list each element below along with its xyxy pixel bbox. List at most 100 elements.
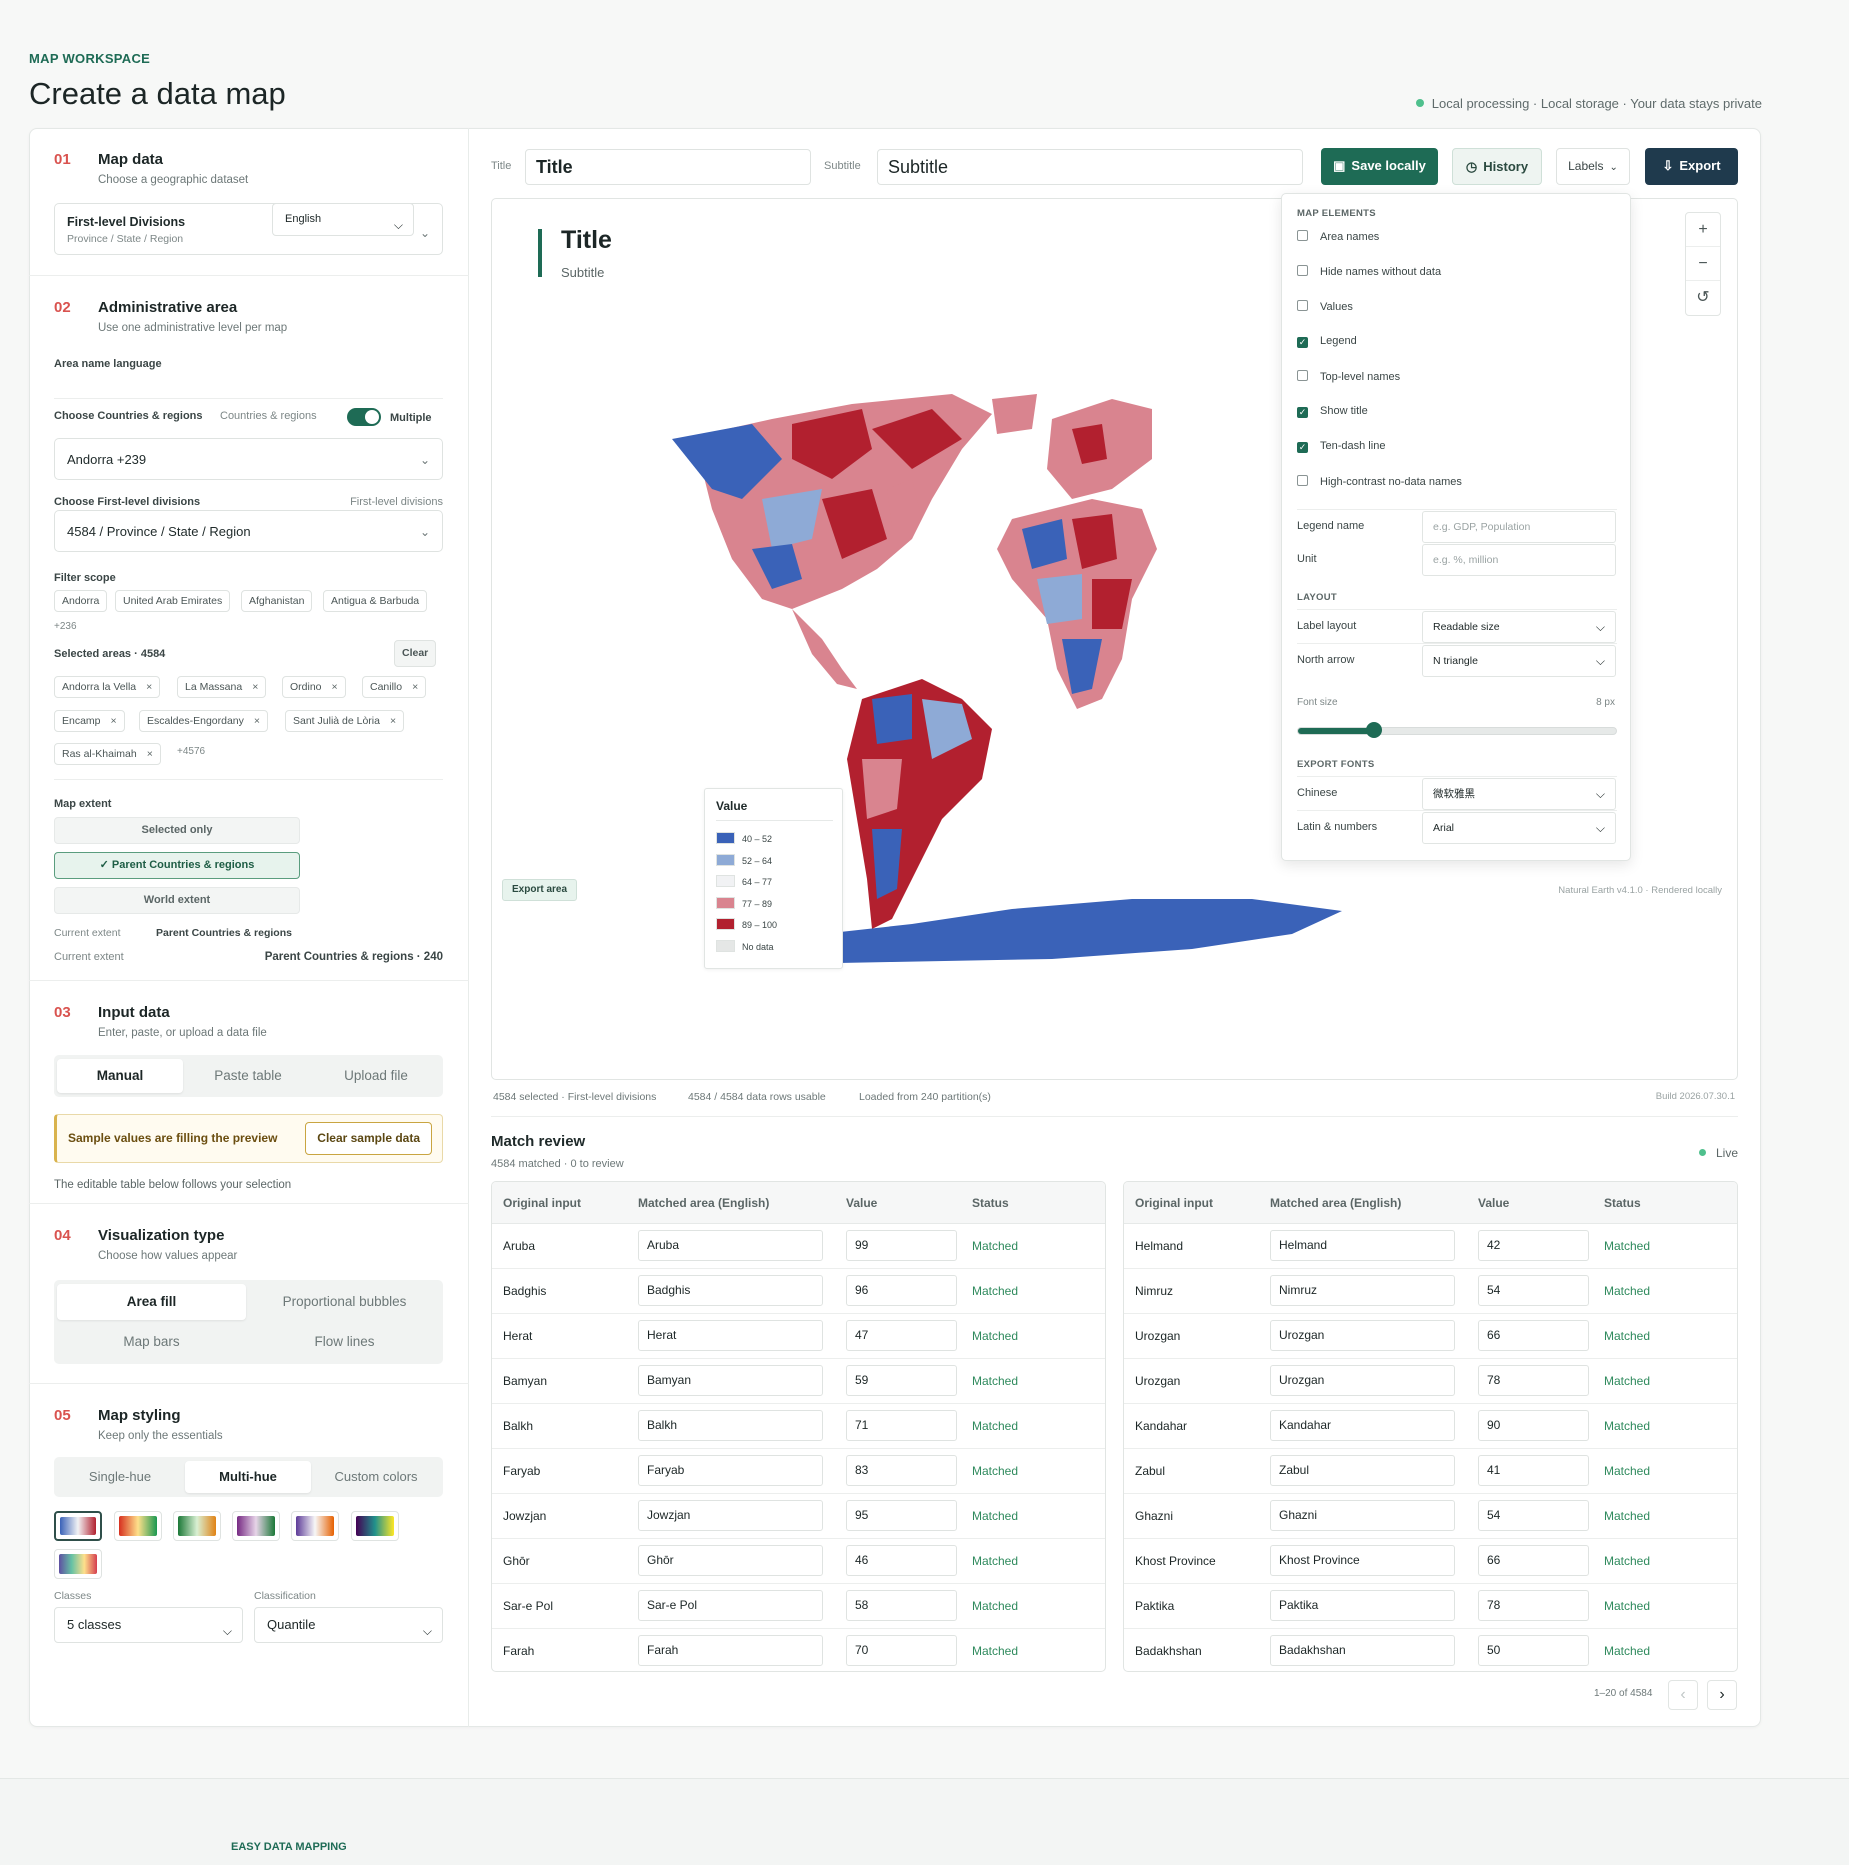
matched-area-input[interactable]: Helmand (1270, 1230, 1455, 1261)
extent-parent[interactable]: ✓ Parent Countries & regions (54, 852, 300, 879)
value-input[interactable]: 78 (1478, 1365, 1589, 1396)
matched-area-input[interactable]: Ghazni (1270, 1500, 1455, 1531)
viz-area-fill[interactable]: Area fill (57, 1284, 246, 1320)
value-input[interactable]: 50 (1478, 1635, 1589, 1666)
checkbox-checked-icon[interactable]: ✓ (1297, 337, 1308, 348)
matched-area-input[interactable]: Paktika (1270, 1590, 1455, 1621)
tab-paste-table[interactable]: Paste table (214, 1068, 282, 1083)
checkbox-empty-icon[interactable] (1297, 300, 1308, 311)
value-input[interactable]: 70 (846, 1635, 957, 1666)
checkbox-checked-icon[interactable]: ✓ (1297, 442, 1308, 453)
checkbox-checked-icon[interactable]: ✓ (1297, 407, 1308, 418)
viz-flow-lines[interactable]: Flow lines (314, 1334, 375, 1349)
value-input[interactable]: 71 (846, 1410, 957, 1441)
matched-area-input[interactable]: Jowzjan (638, 1500, 823, 1531)
tab-single-hue[interactable]: Single-hue (88, 1469, 152, 1484)
save-locally-button[interactable]: ▣ Save locally (1321, 148, 1438, 185)
tab-upload-file[interactable]: Upload file (344, 1068, 408, 1083)
value-input[interactable]: 54 (1478, 1275, 1589, 1306)
labels-button[interactable]: Labels ⌄ (1556, 148, 1630, 185)
matched-area-input[interactable]: Urozgan (1270, 1365, 1455, 1396)
selected-chip[interactable]: Encamp × (54, 710, 125, 732)
classes-select[interactable]: 5 classes ⌵ (54, 1607, 243, 1643)
next-page-button[interactable]: › (1707, 1680, 1737, 1710)
value-input[interactable]: 90 (1478, 1410, 1589, 1441)
matched-area-input[interactable]: Badakhshan (1270, 1635, 1455, 1666)
extent-world[interactable]: World extent (54, 887, 300, 914)
value-input[interactable]: 78 (1478, 1590, 1589, 1621)
checkbox-empty-icon[interactable] (1297, 475, 1308, 486)
matched-area-input[interactable]: Faryab (638, 1455, 823, 1486)
clear-selected-button[interactable]: Clear (394, 640, 437, 667)
language-select[interactable]: English ⌵ (272, 203, 414, 236)
palette-swatch[interactable] (351, 1511, 399, 1541)
filter-chip[interactable]: Andorra (54, 590, 108, 612)
matched-area-input[interactable]: Zabul (1270, 1455, 1455, 1486)
matched-area-input[interactable]: Farah (638, 1635, 823, 1666)
classification-select[interactable]: Quantile ⌵ (254, 1607, 443, 1643)
value-input[interactable]: 46 (846, 1545, 957, 1576)
checkbox-show-title[interactable]: ✓ Show title (1297, 405, 1368, 418)
matched-area-input[interactable]: Badghis (638, 1275, 823, 1306)
value-input[interactable]: 95 (846, 1500, 957, 1531)
palette-swatch[interactable] (291, 1511, 339, 1541)
history-button[interactable]: ◷ History (1452, 148, 1542, 185)
checkbox-hide-names-without-data[interactable]: Hide names without data (1297, 265, 1441, 278)
filter-chip[interactable]: United Arab Emirates (115, 590, 231, 612)
label-layout-select[interactable]: Readable size ⌵ (1422, 611, 1616, 643)
clear-sample-button[interactable]: Clear sample data (305, 1122, 432, 1155)
value-input[interactable]: 42 (1478, 1230, 1589, 1261)
checkbox-empty-icon[interactable] (1297, 370, 1308, 381)
countries-select[interactable]: Andorra +239 ⌄ (54, 438, 443, 480)
north-arrow-select[interactable]: N triangle ⌵ (1422, 645, 1616, 677)
prev-page-button[interactable]: ‹ (1668, 1680, 1698, 1710)
tab-custom-colors[interactable]: Custom colors (334, 1469, 418, 1484)
selected-chip[interactable]: Ordino × (282, 676, 346, 698)
close-icon[interactable]: × (331, 681, 338, 693)
checkbox-values[interactable]: Values (1297, 300, 1353, 313)
extent-selected-only[interactable]: Selected only (54, 817, 300, 844)
palette-swatch[interactable] (232, 1511, 280, 1541)
selected-chip[interactable]: Andorra la Vella × (54, 676, 161, 698)
close-icon[interactable]: × (253, 715, 261, 727)
slider-handle[interactable] (1366, 722, 1383, 738)
checkbox-high-contrast-no-data-names[interactable]: High-contrast no-data names (1297, 475, 1462, 488)
checkbox-legend[interactable]: ✓ Legend (1297, 335, 1357, 348)
zoom-in-button[interactable]: + (1686, 213, 1720, 247)
multiple-toggle[interactable] (347, 408, 381, 426)
checkbox-top-level-names[interactable]: Top-level names (1297, 370, 1400, 383)
viz-map-bars[interactable]: Map bars (123, 1334, 180, 1349)
chinese-font-select[interactable]: 微软雅黑 ⌵ (1422, 778, 1616, 810)
checkbox-empty-icon[interactable] (1297, 265, 1308, 276)
tab-multi-hue[interactable]: Multi-hue (185, 1461, 311, 1493)
title-input[interactable]: Title (525, 149, 811, 185)
value-input[interactable]: 99 (846, 1230, 957, 1261)
close-icon[interactable]: × (412, 681, 419, 693)
matched-area-input[interactable]: Khost Province (1270, 1545, 1455, 1576)
unit-input[interactable]: e.g. %, million (1422, 544, 1616, 576)
close-icon[interactable]: × (146, 681, 153, 693)
palette-swatch[interactable] (114, 1511, 162, 1541)
palette-swatch[interactable] (173, 1511, 221, 1541)
close-icon[interactable]: × (252, 681, 259, 693)
zoom-out-button[interactable]: − (1686, 247, 1720, 281)
tab-manual[interactable]: Manual (57, 1059, 183, 1093)
matched-area-input[interactable]: Sar-e Pol (638, 1590, 823, 1621)
reset-view-button[interactable]: ↺ (1696, 289, 1710, 306)
value-input[interactable]: 59 (846, 1365, 957, 1396)
matched-area-input[interactable]: Nimruz (1270, 1275, 1455, 1306)
selected-chip[interactable]: Canillo × (362, 676, 427, 698)
matched-area-input[interactable]: Ghōr (638, 1545, 823, 1576)
close-icon[interactable]: × (110, 715, 117, 727)
palette-swatch[interactable] (54, 1549, 102, 1579)
value-input[interactable]: 66 (1478, 1320, 1589, 1351)
matched-area-input[interactable]: Balkh (638, 1410, 823, 1441)
selected-chip[interactable]: La Massana × (177, 676, 267, 698)
matched-area-input[interactable]: Kandahar (1270, 1410, 1455, 1441)
value-input[interactable]: 83 (846, 1455, 957, 1486)
divisions-select[interactable]: 4584 / Province / State / Region ⌄ (54, 510, 443, 552)
matched-area-input[interactable]: Aruba (638, 1230, 823, 1261)
value-input[interactable]: 54 (1478, 1500, 1589, 1531)
selected-chip[interactable]: Sant Julià de Lòria × (285, 710, 405, 732)
legend-name-input[interactable]: e.g. GDP, Population (1422, 511, 1616, 543)
